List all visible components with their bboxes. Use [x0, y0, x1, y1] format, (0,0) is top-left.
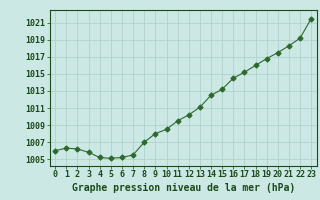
X-axis label: Graphe pression niveau de la mer (hPa): Graphe pression niveau de la mer (hPa) — [72, 183, 295, 193]
